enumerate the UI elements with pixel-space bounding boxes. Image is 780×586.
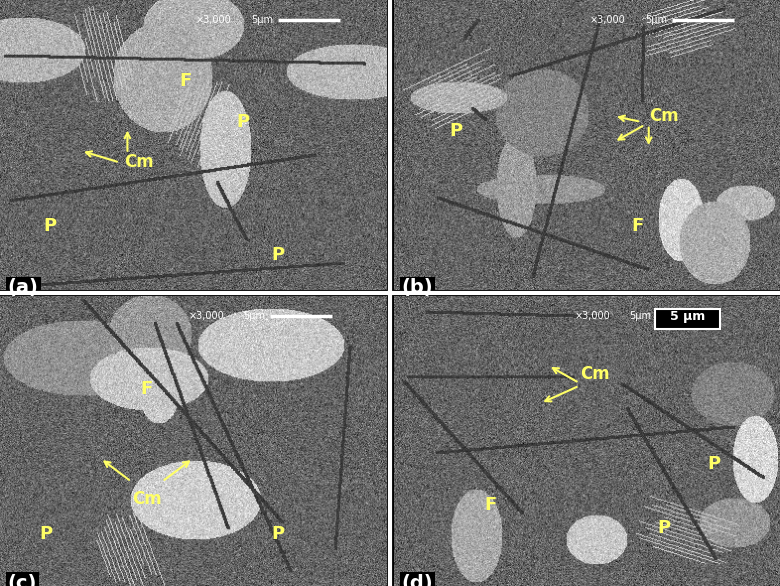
Text: 5μm: 5μm <box>251 15 273 25</box>
Text: P: P <box>707 455 721 473</box>
Text: P: P <box>271 246 285 264</box>
Text: Cm: Cm <box>580 365 609 383</box>
Text: (a): (a) <box>8 278 38 298</box>
Text: 5μm: 5μm <box>629 311 651 321</box>
Text: Cm: Cm <box>124 154 154 172</box>
Text: Cm: Cm <box>649 107 679 125</box>
Text: 5μm: 5μm <box>645 15 667 25</box>
Text: P: P <box>236 113 250 131</box>
Text: ×3,000: ×3,000 <box>188 311 224 321</box>
Text: F: F <box>140 380 153 398</box>
Text: F: F <box>631 217 644 235</box>
Text: ×3,000: ×3,000 <box>590 15 626 25</box>
Text: 5 μm: 5 μm <box>670 310 705 323</box>
Text: P: P <box>658 519 671 537</box>
Text: P: P <box>44 217 57 235</box>
Text: F: F <box>484 496 497 514</box>
Text: (d): (d) <box>402 574 433 586</box>
Text: (c): (c) <box>8 574 37 586</box>
Text: Cm: Cm <box>132 490 161 508</box>
Text: P: P <box>40 525 53 543</box>
Text: P: P <box>449 121 463 139</box>
Text: (b): (b) <box>402 278 433 298</box>
Text: F: F <box>179 72 191 90</box>
Text: P: P <box>271 525 285 543</box>
Text: 5μm: 5μm <box>243 311 265 321</box>
Bar <box>654 309 720 329</box>
Text: ×3,000: ×3,000 <box>196 15 232 25</box>
Text: ×3,000: ×3,000 <box>574 311 610 321</box>
